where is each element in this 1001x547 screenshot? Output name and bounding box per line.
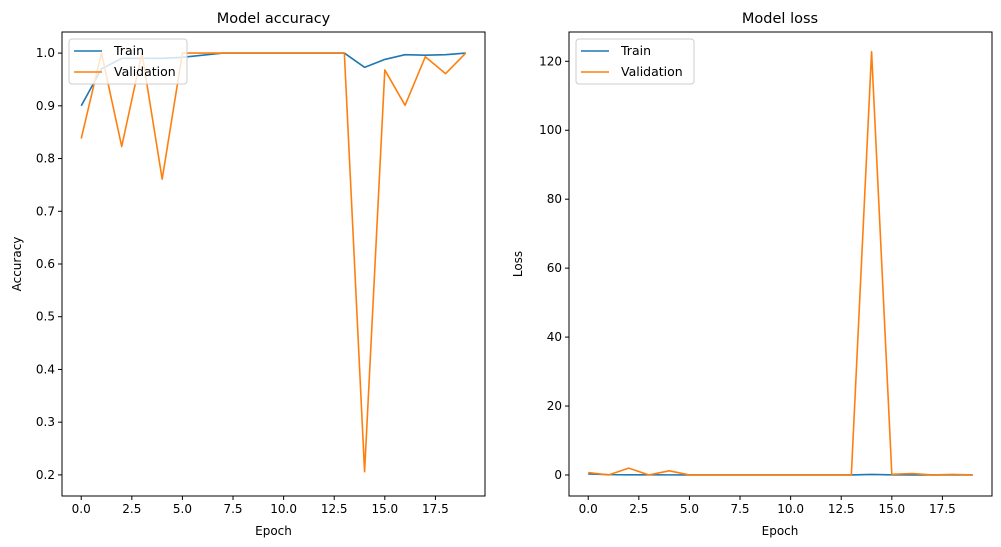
loss-x-axis-label: Epoch	[762, 524, 799, 538]
loss-y-axis-label: Loss	[511, 251, 525, 277]
loss-y-tick-label: 60	[547, 261, 562, 275]
loss-x-ticks: 0.0 2.5 5.0 7.5 10.0 12.5 15.0 17.5	[579, 496, 956, 516]
accuracy-x-tick-label: 12.5	[321, 502, 348, 516]
loss-y-tick-label: 100	[539, 123, 562, 137]
loss-series-line-validation	[588, 50, 973, 476]
accuracy-y-tick-label: 0.2	[36, 468, 55, 482]
loss-chart: Model loss Epoch Loss 0 20 40 60 80 100 120 0.…	[511, 11, 993, 538]
loss-x-tick-label: 17.5	[929, 502, 956, 516]
accuracy-y-tick-label: 0.6	[36, 257, 55, 271]
loss-y-ticks: 0 20 40 60 80 100 120	[539, 54, 569, 482]
accuracy-y-ticks: 0.2 0.3 0.4 0.5 0.6 0.7 0.8 0.9 1.0	[36, 46, 62, 482]
loss-y-tick-label: 20	[547, 399, 562, 413]
loss-x-tick-label: 12.5	[828, 502, 855, 516]
loss-axes-frame	[568, 31, 993, 497]
accuracy-y-tick-label: 0.5	[36, 310, 55, 324]
loss-x-tick-label: 10.0	[777, 502, 804, 516]
accuracy-y-tick-label: 1.0	[36, 46, 55, 60]
loss-legend-label-validation: Validation	[621, 64, 683, 79]
accuracy-legend-label-validation: Validation	[114, 64, 176, 79]
accuracy-x-tick-label: 15.0	[371, 502, 398, 516]
accuracy-legend: Train Validation	[68, 38, 188, 85]
accuracy-y-tick-label: 0.4	[36, 362, 55, 376]
loss-chart-title: Model loss	[742, 11, 818, 27]
loss-x-tick-label: 2.5	[629, 502, 648, 516]
loss-x-tick-label: 5.0	[680, 502, 699, 516]
accuracy-y-tick-label: 0.7	[36, 204, 55, 218]
accuracy-x-axis-label: Epoch	[255, 524, 292, 538]
accuracy-x-tick-label: 7.5	[223, 502, 242, 516]
accuracy-x-tick-label: 10.0	[270, 502, 297, 516]
accuracy-x-ticks: 0.0 2.5 5.0 7.5 10.0 12.5 15.0 17.5	[72, 496, 449, 516]
loss-legend-label-train: Train	[620, 43, 651, 58]
accuracy-axes-frame	[61, 31, 486, 497]
accuracy-y-tick-label: 0.9	[36, 99, 55, 113]
accuracy-y-axis-label: Accuracy	[10, 237, 24, 292]
accuracy-x-tick-label: 5.0	[173, 502, 192, 516]
loss-y-tick-label: 40	[547, 330, 562, 344]
accuracy-x-tick-label: 2.5	[122, 502, 141, 516]
accuracy-chart: Model accuracy Epoch Accuracy 0.20.30.40…	[10, 11, 486, 538]
accuracy-y-tick-label: 0.8	[36, 152, 55, 166]
loss-y-tick-label: 0	[554, 468, 562, 482]
accuracy-legend-label-train: Train	[113, 43, 144, 58]
loss-x-tick-label: 7.5	[730, 502, 749, 516]
accuracy-x-tick-label: 0.0	[72, 502, 91, 516]
loss-y-tick-label: 120	[539, 54, 562, 68]
accuracy-x-tick-label: 17.5	[422, 502, 449, 516]
accuracy-y-tick-label: 0.3	[36, 415, 55, 429]
loss-y-tick-label: 80	[547, 192, 562, 206]
loss-legend: Train Validation	[575, 38, 695, 85]
accuracy-chart-title: Model accuracy	[217, 11, 331, 27]
loss-plot-area	[588, 50, 973, 476]
loss-x-tick-label: 15.0	[878, 502, 905, 516]
loss-x-tick-label: 0.0	[579, 502, 598, 516]
